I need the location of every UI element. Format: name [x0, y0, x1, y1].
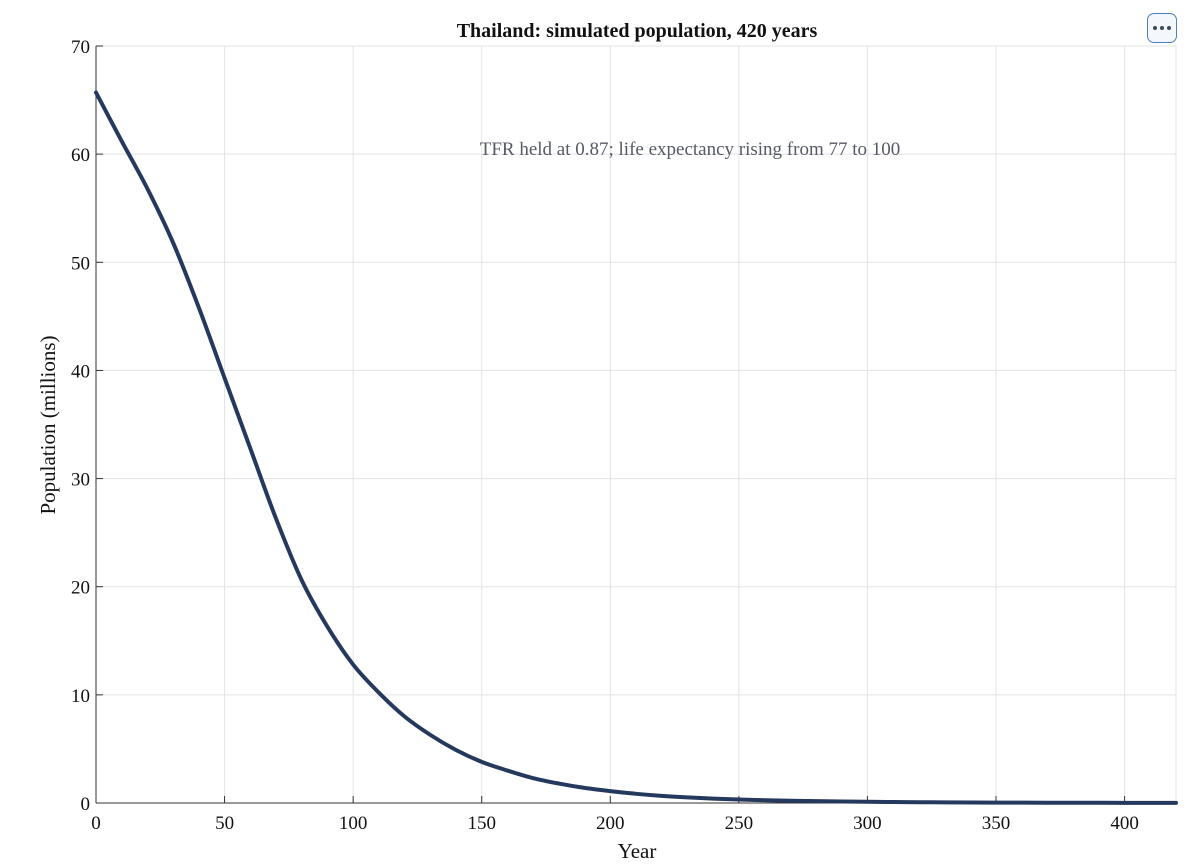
x-axis-ticks: 0 50 100 150 200 250 300 350 400 [91, 796, 1139, 834]
y-tick-label: 40 [71, 361, 90, 382]
y-axis-label: Population (millions) [36, 335, 60, 514]
x-tick-label: 250 [725, 813, 754, 834]
chart-title: Thailand: simulated population, 420 year… [457, 20, 818, 42]
x-tick-label: 200 [596, 813, 625, 834]
population-series-line [94, 90, 1178, 805]
y-axis-ticks: 0 10 20 30 40 50 60 70 [71, 37, 103, 815]
x-tick-label: 150 [467, 813, 496, 834]
y-tick-label: 50 [71, 253, 90, 274]
y-tick-label: 60 [71, 145, 90, 166]
x-gridlines [95, 46, 1126, 803]
x-tick-label: 50 [215, 813, 234, 834]
y-tick-label: 30 [71, 470, 90, 491]
chart-annotation: TFR held at 0.87; life expectancy rising… [480, 139, 901, 160]
x-tick-label: 350 [982, 813, 1011, 834]
x-axis-label: Year [618, 839, 657, 863]
more-horizontal-icon [1153, 26, 1171, 30]
y-tick-label: 10 [71, 686, 90, 707]
x-tick-label: 300 [853, 813, 882, 834]
x-tick-label: 100 [339, 813, 368, 834]
series-group [94, 90, 1178, 805]
x-tick-label: 400 [1110, 813, 1139, 834]
y-tick-label: 20 [71, 578, 90, 599]
y-tick-label: 70 [71, 37, 90, 58]
more-options-button[interactable] [1147, 13, 1177, 43]
x-tick-label: 0 [91, 813, 101, 834]
y-tick-label: 0 [81, 794, 91, 815]
